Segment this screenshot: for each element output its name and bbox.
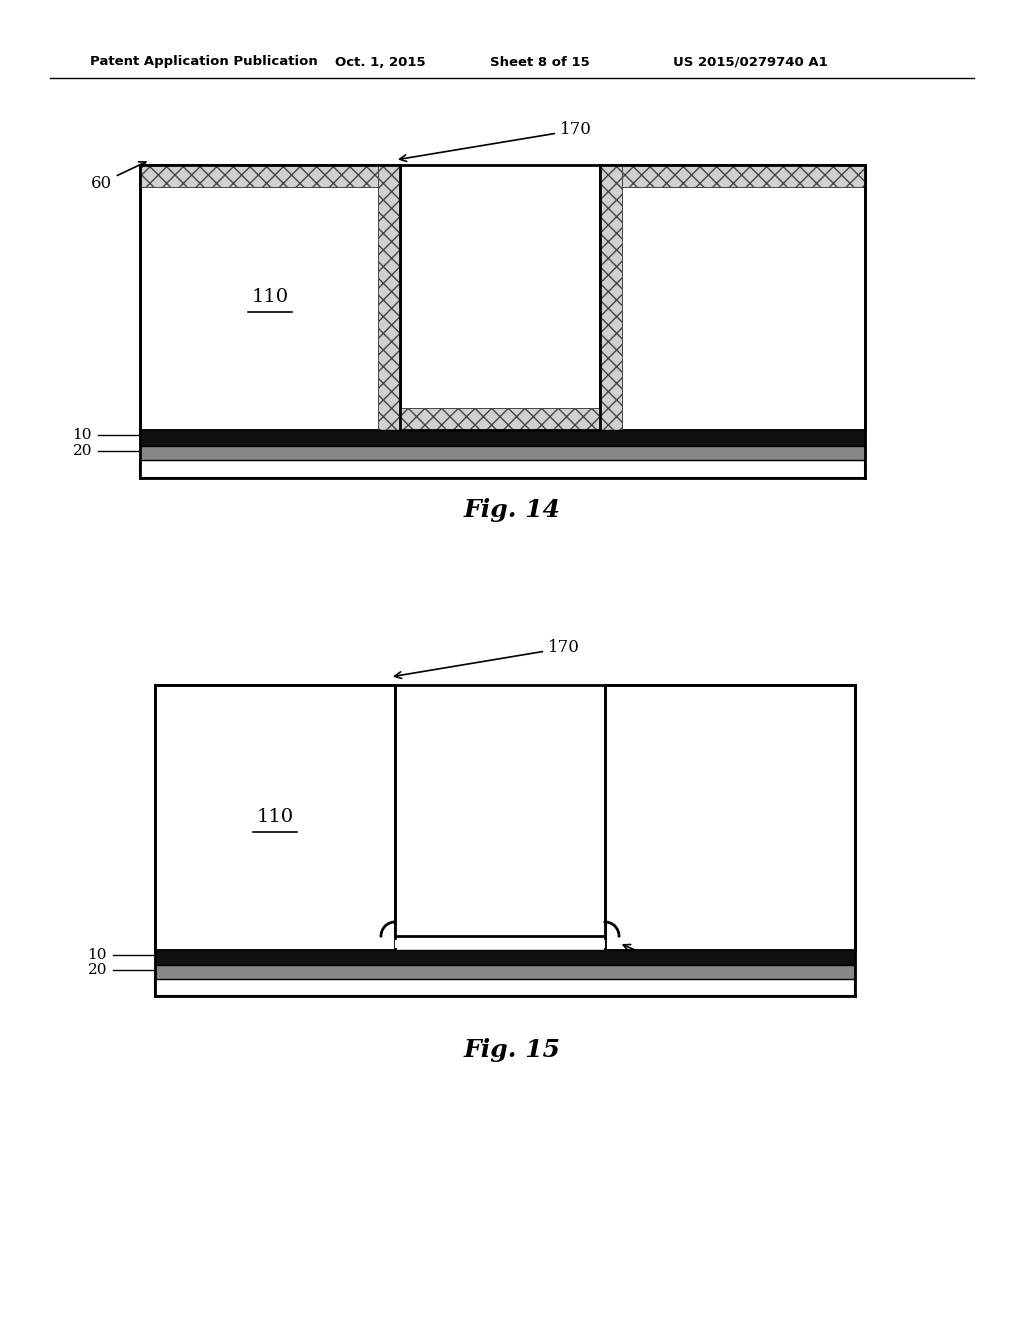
Text: 170: 170 bbox=[394, 639, 580, 678]
Bar bbox=[140, 446, 865, 459]
Bar bbox=[395, 921, 605, 948]
Bar bbox=[605, 685, 855, 950]
Bar bbox=[155, 979, 855, 997]
Bar bbox=[600, 165, 865, 430]
Text: 180: 180 bbox=[624, 945, 692, 977]
Text: 110: 110 bbox=[256, 808, 294, 826]
Bar bbox=[400, 408, 600, 430]
Text: 20: 20 bbox=[73, 444, 92, 458]
Bar bbox=[140, 165, 400, 187]
Text: US 2015/0279740 A1: US 2015/0279740 A1 bbox=[673, 55, 827, 69]
Text: Sheet 8 of 15: Sheet 8 of 15 bbox=[490, 55, 590, 69]
Text: Fig. 15: Fig. 15 bbox=[464, 1038, 560, 1063]
Text: 20: 20 bbox=[87, 964, 106, 977]
Text: 10: 10 bbox=[73, 428, 92, 442]
Bar bbox=[600, 165, 622, 430]
Text: Patent Application Publication: Patent Application Publication bbox=[90, 55, 317, 69]
Text: 10: 10 bbox=[87, 948, 106, 962]
Bar bbox=[140, 165, 400, 430]
Bar bbox=[155, 965, 855, 979]
Bar bbox=[140, 430, 865, 446]
Text: 170: 170 bbox=[399, 121, 592, 161]
Bar bbox=[600, 165, 865, 187]
Text: 60: 60 bbox=[91, 162, 145, 191]
Bar bbox=[378, 165, 400, 430]
Bar bbox=[155, 950, 855, 965]
Bar bbox=[155, 685, 395, 950]
Text: Fig. 14: Fig. 14 bbox=[464, 498, 560, 521]
Text: Oct. 1, 2015: Oct. 1, 2015 bbox=[335, 55, 425, 69]
Bar bbox=[140, 459, 865, 478]
Text: 110: 110 bbox=[252, 289, 289, 306]
